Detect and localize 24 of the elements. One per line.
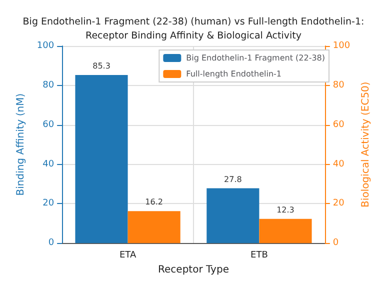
y2-tick-label: 0	[332, 238, 339, 248]
y2-tick-label: 60	[332, 120, 345, 130]
y2-tick-label: 20	[332, 198, 345, 209]
data-label: 27.8	[224, 174, 242, 184]
y-tick-label: 20	[42, 198, 54, 209]
y2-tick-label: 100	[332, 41, 350, 51]
legend-label: Full-length Endothelin-1	[186, 70, 282, 78]
x-tick-label: ETA	[119, 250, 137, 261]
y-tick-label: 0	[48, 238, 54, 248]
x-axis-title: Receptor Type	[158, 264, 229, 276]
y2-tick-label: 40	[332, 159, 345, 170]
y-tick-label: 60	[42, 120, 54, 130]
x-tick-label: ETB	[250, 250, 268, 261]
y-tick-label: 100	[36, 41, 54, 51]
y2-axis-title: Biological Activity (EC50)	[360, 82, 372, 208]
y-tick-label: 40	[42, 159, 54, 170]
y-axis-title: Binding Affinity (nM)	[16, 93, 26, 196]
legend-label: Big Endothelin-1 Fragment (22-38)	[186, 54, 326, 62]
data-label: 16.2	[145, 198, 163, 207]
data-label: 12.3	[276, 205, 294, 214]
y-tick-label: 80	[42, 80, 54, 90]
chart-title: Big Endothelin-1 Fragment (22-38) (human) vs Full-length Endothelin-1: Receptor Binding Affinity & Biological Activity	[22, 16, 364, 42]
y2-tick-label: 80	[332, 80, 345, 90]
data-label: 85.3	[92, 61, 110, 70]
